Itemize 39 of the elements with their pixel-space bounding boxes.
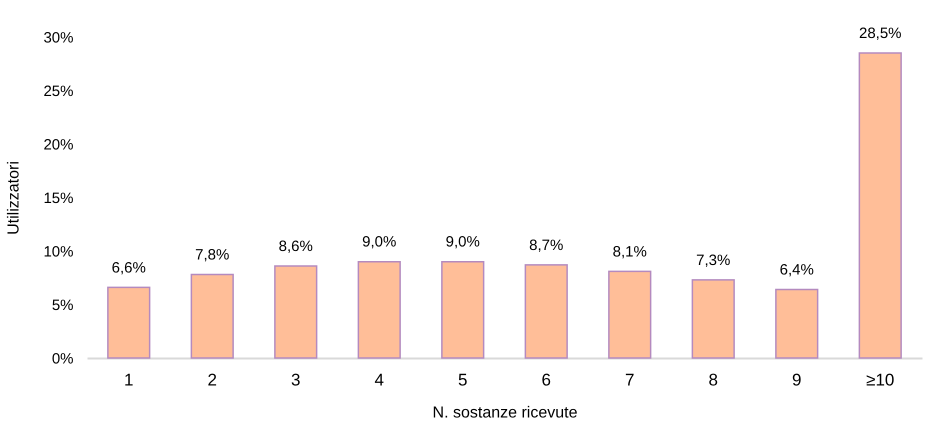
y-tick-label: 25% [43,83,74,100]
x-tick-label: 3 [291,370,300,390]
bar [107,286,150,359]
bar [608,270,652,359]
y-tick-label: 10% [43,244,74,260]
x-tick-label: 4 [374,370,384,390]
bar [190,274,234,359]
x-tick-label: 8 [708,370,718,390]
x-tick-label: ≥10 [866,370,894,390]
x-axis-title: N. sostanze ricevute [432,404,578,422]
bar [775,288,818,359]
data-label: 7,3% [696,252,730,269]
data-label: 6,6% [112,259,146,276]
data-label: 7,8% [195,246,230,264]
bar [358,260,401,359]
bar [274,265,318,359]
data-label: 8,6% [278,238,313,255]
y-tick-label: 15% [43,190,74,207]
y-tick-label: 30% [43,30,74,46]
data-label: 8,7% [529,236,564,254]
bar [524,264,568,359]
data-label: 9,0% [362,234,396,251]
bar [441,260,484,359]
data-label: 6,4% [780,262,814,279]
y-tick-label: 0% [52,350,74,368]
x-tick-label: 5 [458,370,468,390]
x-tick-label: 7 [625,370,634,390]
x-tick-label: 1 [124,370,134,390]
y-axis-title: Utilizzatori [5,161,22,235]
x-tick-label: 2 [208,370,217,390]
y-tick-label: 5% [52,297,74,314]
data-label: 8,1% [612,243,647,260]
x-tick-label: 9 [792,370,802,390]
bar [858,52,902,359]
data-label: 28,5% [858,25,902,42]
y-tick-label: 20% [43,136,74,154]
bar [692,279,735,359]
x-tick-label: 6 [542,370,551,390]
data-label: 9,0% [446,234,480,251]
